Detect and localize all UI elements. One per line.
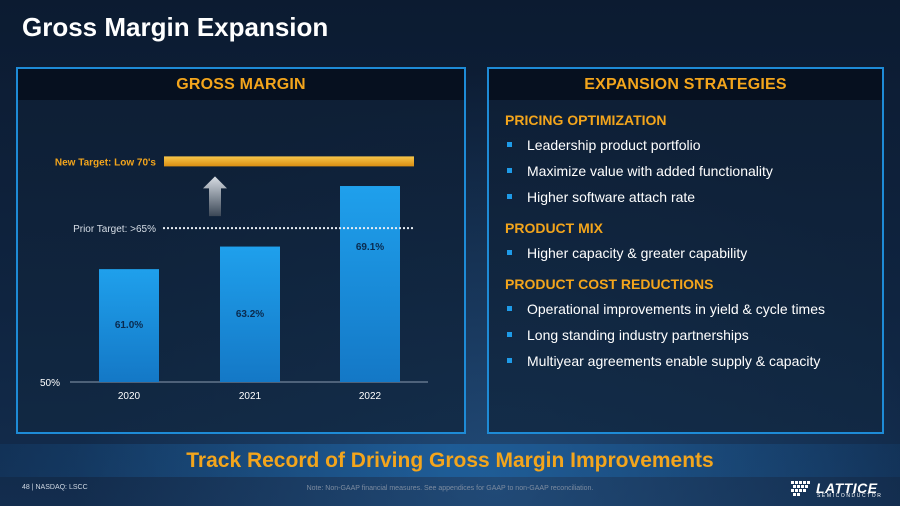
- prior-target-label: Prior Target: >65%: [73, 224, 156, 235]
- logo-subtext: SEMICONDUCTOR: [817, 493, 883, 499]
- bullet-item: Operational improvements in yield & cycl…: [505, 300, 866, 318]
- lattice-logo-icon: [791, 481, 810, 496]
- bar-2021: [220, 246, 280, 382]
- pricing-bullets: Leadership product portfolio Maximize va…: [505, 136, 866, 206]
- baseline-label: 50%: [40, 378, 60, 389]
- bullet-item: Maximize value with added functionality: [505, 162, 866, 180]
- data-label-2021: 63.2%: [236, 309, 264, 320]
- bullet-item: Higher capacity & greater capability: [505, 244, 866, 262]
- section-title-pricing: PRICING OPTIMIZATION: [505, 112, 667, 128]
- up-arrow-icon: [203, 176, 227, 217]
- gross-margin-chart: 50% 61.0% 2020 63.2% 2021 69.1% 2022 Prior Targ…: [40, 156, 428, 402]
- gross-margin-header: GROSS MARGIN: [18, 69, 464, 100]
- logo-wordmark: LATTICE: [816, 480, 878, 496]
- tick-label-2022: 2022: [359, 391, 382, 402]
- tick-label-2021: 2021: [239, 391, 262, 402]
- expansion-strategies-header: EXPANSION STRATEGIES: [489, 69, 882, 100]
- gross-margin-panel: GROSS MARGIN 50% 61.0% 2020 63.2% 2021 69.1% 2…: [16, 67, 466, 434]
- expansion-strategies-panel: EXPANSION STRATEGIES PRICING OPTIMIZATIO…: [487, 67, 884, 434]
- strategies-list: PRICING OPTIMIZATION Leadership product …: [489, 100, 882, 370]
- bullet-item: Higher software attach rate: [505, 188, 866, 206]
- bar-2020: [99, 269, 159, 382]
- bullet-item: Leadership product portfolio: [505, 136, 866, 154]
- bottom-banner: Track Record of Driving Gross Margin Imp…: [0, 444, 900, 477]
- section-title-product-mix: PRODUCT MIX: [505, 220, 603, 236]
- tick-label-2020: 2020: [118, 391, 141, 402]
- bullet-item: Multiyear agreements enable supply & cap…: [505, 352, 866, 370]
- footer-note: Note: Non-GAAP financial measures. See a…: [306, 485, 594, 492]
- section-title-cost-reductions: PRODUCT COST REDUCTIONS: [505, 276, 714, 292]
- cost-reduction-bullets: Operational improvements in yield & cycl…: [505, 300, 866, 370]
- new-target-label: New Target: Low 70's: [55, 157, 157, 168]
- product-mix-bullets: Higher capacity & greater capability: [505, 244, 866, 262]
- data-label-2020: 61.0%: [115, 320, 143, 331]
- lattice-logo: LATTICE SEMICONDUCTOR: [791, 480, 887, 500]
- bar-2022: [340, 186, 400, 382]
- slide-title: Gross Margin Expansion: [22, 12, 329, 42]
- new-target-band: [164, 156, 414, 167]
- footer-page-number: 48 | NASDAQ: LSCC: [22, 484, 88, 491]
- bullet-item: Long standing industry partnerships: [505, 326, 866, 344]
- data-label-2022: 69.1%: [356, 242, 384, 253]
